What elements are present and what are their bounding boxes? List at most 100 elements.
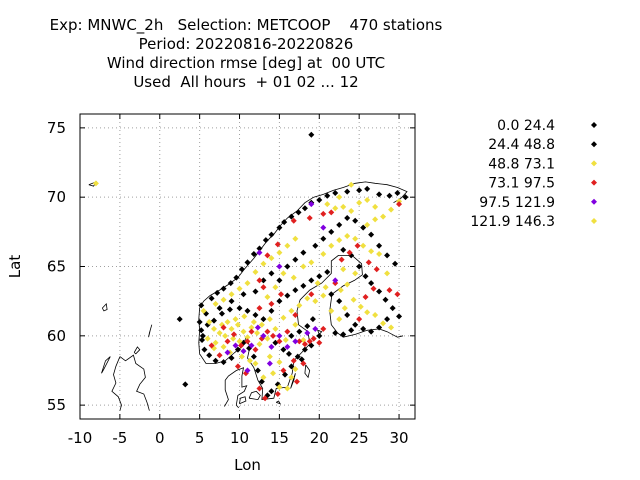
station-point — [222, 332, 229, 339]
station-point — [372, 203, 379, 210]
station-point — [276, 332, 283, 339]
station-point — [234, 363, 241, 370]
station-point — [244, 338, 251, 345]
station-point — [244, 280, 251, 287]
station-point — [233, 274, 240, 281]
x-tick-label: 20 — [310, 429, 329, 447]
station-point — [301, 205, 308, 212]
station-point — [228, 325, 235, 332]
station-point — [276, 263, 283, 270]
station-point — [264, 294, 271, 300]
station-point — [211, 317, 217, 324]
coastline-segment — [148, 324, 153, 338]
station-point — [364, 196, 371, 203]
station-point — [386, 192, 393, 199]
station-point — [308, 291, 315, 298]
station-point — [356, 263, 363, 270]
station-point — [268, 343, 275, 350]
station-point — [211, 325, 217, 332]
station-point — [282, 336, 289, 343]
station-point — [324, 269, 331, 276]
legend-marker — [591, 179, 597, 186]
station-point — [278, 291, 284, 298]
station-point — [268, 255, 275, 262]
station-point — [310, 335, 317, 342]
station-point — [402, 194, 409, 201]
station-point — [388, 206, 395, 213]
station-point — [344, 312, 351, 319]
station-point — [312, 242, 319, 249]
station-point — [252, 269, 259, 276]
station-point — [312, 298, 319, 305]
station-point — [280, 346, 287, 353]
station-point — [252, 288, 259, 295]
station-point — [236, 285, 243, 292]
station-point — [220, 324, 227, 331]
coastline-segment — [239, 396, 247, 405]
station-point — [227, 280, 234, 287]
x-axis-label: Lon — [234, 456, 261, 474]
legend: 0.0 24.4 24.4 48.8 48.8 73.1 73.1 97.5 97.5 … — [470, 118, 597, 230]
station-point — [176, 316, 183, 323]
legend-label: 48.8 73.1 — [488, 156, 555, 172]
station-point — [376, 191, 383, 198]
coastline-segment — [290, 373, 296, 389]
chart-title-line-4: Used All hours + 01 02 ... 12 — [133, 73, 359, 91]
station-point — [276, 384, 283, 391]
coastline-segment — [133, 346, 141, 355]
station-point — [356, 199, 363, 206]
station-point — [232, 342, 239, 349]
station-point — [276, 277, 283, 284]
station-point — [199, 336, 206, 343]
station-point — [196, 318, 203, 325]
station-point — [204, 335, 211, 342]
coastline-segment — [317, 329, 323, 335]
station-point — [276, 298, 283, 305]
station-point — [260, 260, 267, 267]
station-point — [320, 325, 327, 332]
station-point — [201, 346, 208, 353]
station-point — [220, 359, 227, 366]
station-point — [212, 339, 219, 346]
station-point — [256, 341, 263, 348]
station-point — [292, 287, 299, 294]
station-point — [394, 190, 401, 197]
station-point — [300, 263, 307, 270]
station-point — [262, 237, 269, 244]
station-point — [284, 343, 291, 350]
station-point — [270, 370, 277, 377]
legend-marker — [591, 160, 597, 167]
station-point — [264, 328, 271, 335]
station-point — [304, 323, 311, 330]
station-point — [296, 302, 303, 309]
station-point — [256, 245, 263, 252]
station-point — [284, 242, 291, 249]
legend-marker — [591, 141, 597, 148]
station-point — [288, 307, 295, 314]
station-point — [336, 221, 343, 228]
legend-label: 121.9 146.3 — [470, 214, 555, 230]
station-point — [341, 305, 348, 312]
station-point — [216, 352, 223, 359]
x-tick-label: -5 — [112, 429, 127, 447]
station-point — [232, 316, 239, 323]
station-point — [346, 249, 353, 256]
station-point — [396, 313, 403, 320]
station-point — [238, 353, 245, 360]
station-point — [308, 277, 315, 284]
legend-marker — [591, 122, 597, 128]
x-tick-label: 0 — [155, 429, 165, 447]
station-point — [386, 287, 393, 294]
station-point — [220, 285, 227, 292]
station-point — [368, 248, 375, 255]
station-point — [216, 330, 223, 337]
station-point — [328, 209, 335, 216]
station-point — [248, 328, 255, 335]
station-point — [320, 251, 327, 258]
station-point — [276, 359, 283, 366]
station-point — [316, 273, 323, 280]
station-point — [280, 314, 287, 321]
station-point — [228, 298, 235, 305]
station-point — [384, 252, 391, 259]
coastline-segment — [224, 367, 248, 409]
